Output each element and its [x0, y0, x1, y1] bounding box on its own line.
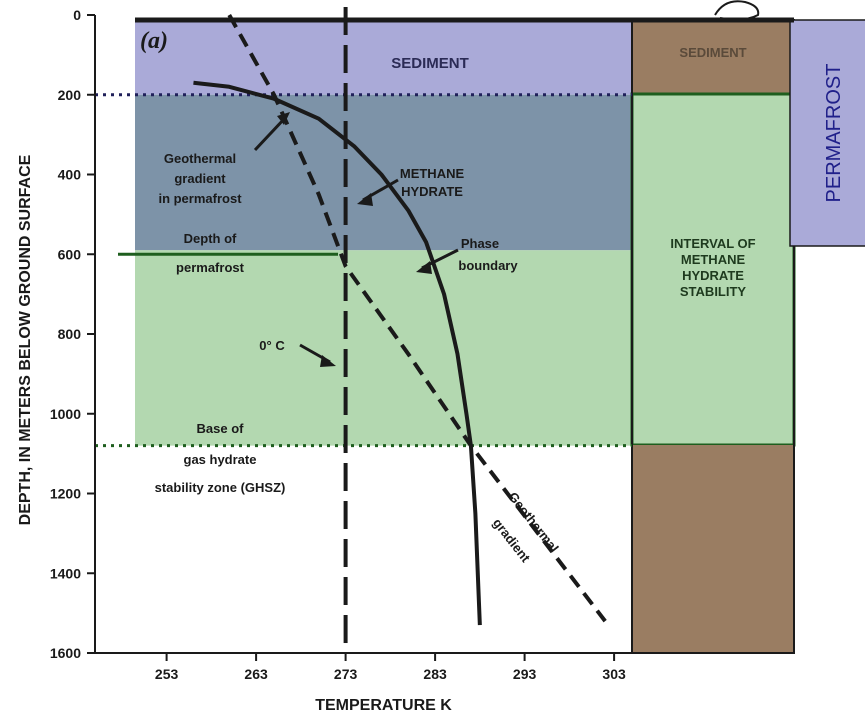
- series-line-1: [227, 14, 607, 623]
- arrow-zero-c-head: [320, 355, 336, 367]
- band-sediment: [135, 20, 632, 95]
- y-axis-title: DEPTH, IN METERS BELOW GROUND SURFACE: [17, 154, 34, 525]
- y-tick-label: 400: [58, 167, 82, 183]
- data-curves: [193, 7, 607, 653]
- geothermal-permafrost-label-1: Geothermal: [164, 151, 236, 166]
- column-stability-layer: [630, 92, 796, 447]
- axes: 0 200 400 600 800 1000 1200 1400 1600 253 263 273 28…: [17, 7, 632, 714]
- depth-of-permafrost-label-2: permafrost: [176, 260, 245, 275]
- x-tick-label: 253: [155, 666, 179, 682]
- geothermal-permafrost-label-2: gradient: [174, 171, 226, 186]
- y-tick-label: 1000: [50, 406, 81, 422]
- y-tick-label: 600: [58, 246, 82, 262]
- band-hydrate-stability: [135, 250, 632, 446]
- methane-hydrate-label-1: METHANE: [400, 166, 465, 181]
- series-line-0: [193, 80, 482, 626]
- corner-scribble: [714, 0, 760, 21]
- shaded-bands: [135, 20, 632, 446]
- y-tick-label: 1600: [50, 645, 81, 661]
- permafrost-box-fill: [789, 19, 865, 247]
- panel-label: (a): [140, 28, 168, 54]
- phase-boundary-label-1: Phase: [461, 236, 499, 251]
- column-stability-label-4: STABILITY: [680, 284, 747, 299]
- arrow-phase-boundary-head: [416, 261, 432, 274]
- column-rock-layer: [632, 445, 794, 653]
- base-ghsz-label-3: stability zone (GHSZ): [155, 480, 286, 495]
- annotation-arrows: [253, 112, 459, 367]
- zero-c-label: 0° C: [259, 338, 285, 353]
- x-axis-title: TEMPERATURE K: [315, 697, 452, 714]
- sediment-label: SEDIMENT: [391, 55, 469, 72]
- permafrost-box: PERMAFROST: [789, 19, 865, 247]
- reference-lines: [95, 17, 794, 448]
- base-ghsz-label-2: gas hydrate: [184, 452, 257, 467]
- y-tick-label: 800: [58, 326, 82, 342]
- column-stability-label-2: METHANE: [681, 252, 746, 267]
- column-sediment-label: SEDIMENT: [679, 45, 746, 60]
- x-tick-label: 293: [513, 666, 537, 682]
- column-sediment-layer: [632, 20, 794, 94]
- x-tick-label: 263: [244, 666, 268, 682]
- arrow-geothermal-permafrost: [253, 116, 287, 152]
- permafrost-label: PERMAFROST: [823, 64, 845, 203]
- depth-of-permafrost-label-1: Depth of: [184, 231, 237, 246]
- phase-boundary-label-2: boundary: [458, 258, 518, 273]
- band-permafrost-overlap: [135, 94, 632, 251]
- methane-hydrate-label-2: HYDRATE: [401, 184, 463, 199]
- y-tick-label: 200: [58, 87, 82, 103]
- y-tick-label: 1200: [50, 486, 81, 502]
- geothermal-permafrost-label-3: in permafrost: [158, 191, 242, 206]
- geologic-column: SEDIMENT INTERVAL OF METHANE HYDRATE STA…: [630, 19, 796, 654]
- x-tick-label: 303: [602, 666, 626, 682]
- base-ghsz-label-1: Base of: [197, 421, 245, 436]
- y-tick-label: 1400: [50, 565, 81, 581]
- column-stability-label-1: INTERVAL OF: [670, 236, 755, 251]
- y-tick-label: 0: [73, 7, 81, 23]
- arrow-geothermal-permafrost-head: [277, 112, 290, 125]
- arrow-methane-hydrate-head: [357, 193, 373, 206]
- column-stability-label-3: HYDRATE: [682, 268, 744, 283]
- x-tick-label: 283: [423, 666, 447, 682]
- x-tick-label: 273: [334, 666, 358, 682]
